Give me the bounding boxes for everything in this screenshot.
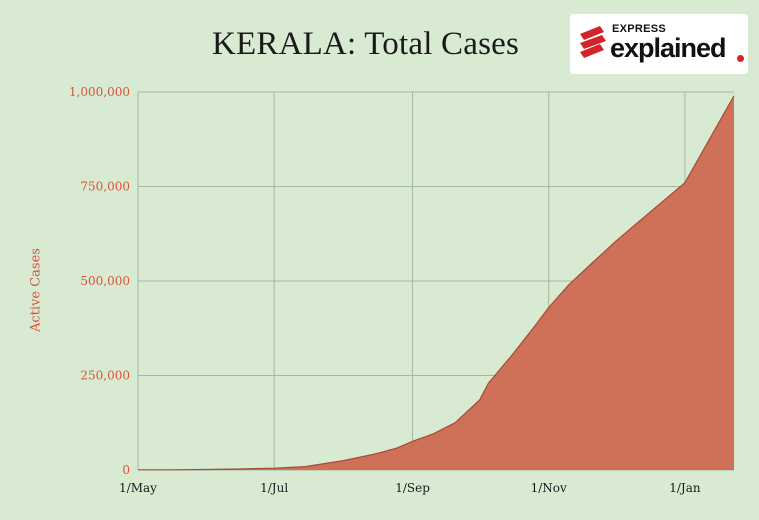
x-tick-label: 1/Nov bbox=[531, 481, 567, 495]
logo-explained-text: explained bbox=[610, 33, 727, 63]
express-explained-logo: EXPRESS explained bbox=[570, 14, 748, 74]
logo-express-text: EXPRESS bbox=[612, 23, 667, 35]
series-line bbox=[138, 95, 735, 471]
y-tick-label: 750,000 bbox=[80, 180, 130, 194]
x-tick-label: 1/May bbox=[119, 481, 157, 495]
express-stripes-icon bbox=[580, 26, 606, 58]
x-tick-label: 1/Jul bbox=[260, 481, 288, 495]
chart-title: KERALA: Total Cases bbox=[212, 26, 520, 62]
y-tick-label: 1,000,000 bbox=[69, 85, 130, 99]
y-tick-label: 250,000 bbox=[80, 369, 130, 383]
y-tick-label: 0 bbox=[122, 463, 130, 477]
x-tick-label: 1/Jan bbox=[669, 481, 701, 495]
series-area bbox=[138, 95, 734, 471]
y-tick-label: 500,000 bbox=[80, 274, 130, 288]
x-tick-label: 1/Sep bbox=[395, 481, 430, 495]
logo-dot bbox=[737, 55, 744, 62]
